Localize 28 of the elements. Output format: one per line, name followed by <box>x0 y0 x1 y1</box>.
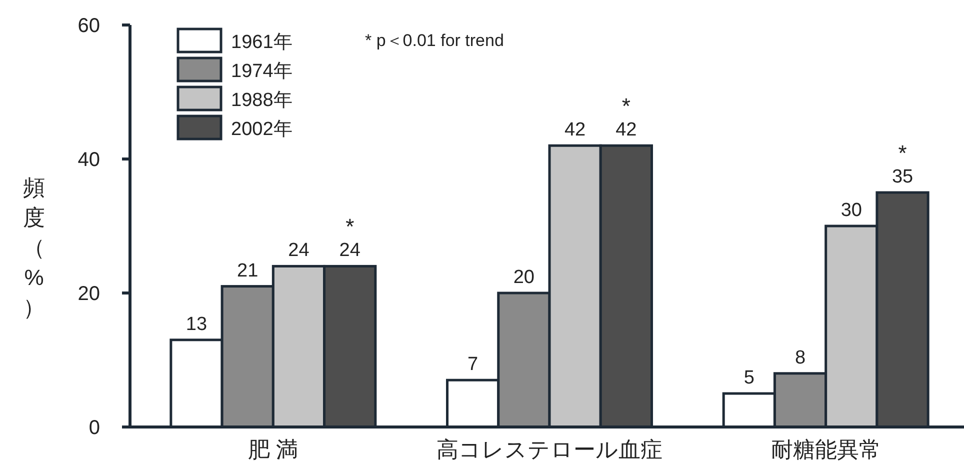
data-label: 8 <box>794 347 806 368</box>
y-tick-label: 40 <box>78 149 100 171</box>
y-tick-label: 20 <box>78 283 100 305</box>
x-tick-label: 肥 満 <box>248 437 298 462</box>
data-label: 30 <box>840 200 862 221</box>
data-label: 42 <box>616 120 637 141</box>
data-label: 21 <box>237 260 258 282</box>
data-label: 13 <box>186 314 208 335</box>
x-tick-label: 耐糖能異常 <box>770 437 881 462</box>
y-axis-title: 頻度（%） <box>23 175 45 320</box>
annotation: * p＜0.01 for trend <box>365 31 504 50</box>
y-tick-label: 0 <box>88 417 100 439</box>
data-label: 7 <box>468 354 478 376</box>
annotation: * <box>622 94 631 119</box>
data-label: 42 <box>564 120 586 141</box>
y-tick-label: 60 <box>78 15 100 37</box>
legend-label: 1974年 <box>231 61 292 82</box>
x-tick-label: 高コレステロール血症 <box>436 437 662 462</box>
legend-label: 1961年 <box>231 32 292 53</box>
data-label: 35 <box>892 166 914 188</box>
annotation: * <box>898 140 908 166</box>
data-label: 5 <box>744 368 754 388</box>
data-label: 24 <box>288 240 310 262</box>
annotation: * <box>346 214 355 240</box>
legend-label: 1988年 <box>231 90 292 111</box>
legend-label: 2002年 <box>231 119 292 140</box>
data-label: 24 <box>339 240 361 262</box>
data-label: 20 <box>513 267 535 288</box>
